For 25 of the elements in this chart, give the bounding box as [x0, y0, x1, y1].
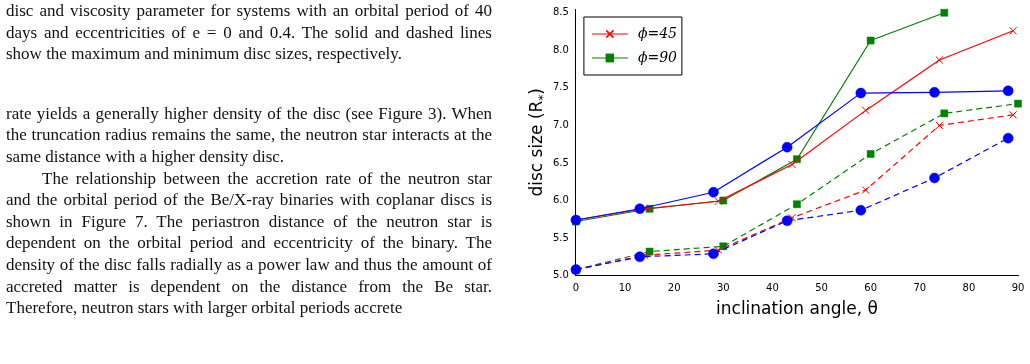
legend-label: ϕ=90 — [637, 48, 678, 65]
y-tick-label: 6.0 — [553, 194, 569, 206]
y-tick-label: 8.0 — [553, 43, 569, 55]
y-tick-label: 5.5 — [553, 231, 569, 243]
y-tick-label: 6.5 — [553, 156, 569, 168]
x-tick-label: 20 — [667, 282, 681, 294]
text: The relationship between the accretion rate of the neutron star and the orbital period of the Be/X-ray binaries with coplanar discs is shown in Figure 7. The periastron distance of the neutron star is dependent on the orbital period and eccentricity of the binary. The density of the disc falls radially as a power law and thus the amount of accreted matter is dependent on the distance from the Be star. Therefore, neutron stars with larger orbital periods accrete — [6, 167, 492, 319]
y-axis-title: disc size (R*) — [526, 88, 550, 197]
text: disc and viscosity parameter for systems with an orbital period of 40 days and eccentricities of e = 0 and 0.4. The solid and dashed lines show the maximum and minimum disc sizes, respectively. — [6, 0, 492, 65]
x-tick-label: 30 — [716, 282, 730, 294]
y-tick-label: 5.0 — [553, 269, 569, 281]
x-tick-label: 90 — [1011, 282, 1025, 294]
y-tick-label: 7.5 — [553, 81, 569, 93]
x-tick-label: 50 — [815, 282, 828, 294]
x-tick-label: 70 — [913, 282, 927, 294]
x-tick-label: 60 — [864, 282, 877, 294]
y-tick-label: 7.0 — [553, 119, 569, 130]
legend-label: ϕ=45 — [637, 24, 678, 41]
x-tick-label: 10 — [618, 282, 632, 294]
x-axis-title: inclination angle, θ — [716, 298, 878, 319]
x-tick-label: 40 — [766, 282, 779, 294]
x-tick-label: 0 — [572, 282, 580, 294]
y-tick-label: 8.5 — [553, 6, 569, 18]
x-tick-label: 80 — [962, 282, 976, 294]
text: rate yields a generally higher density of the disc (see Figure 3). When the truncation radius remains the same, the neutron star interacts at the same distance with a higher density disc. — [6, 102, 492, 168]
